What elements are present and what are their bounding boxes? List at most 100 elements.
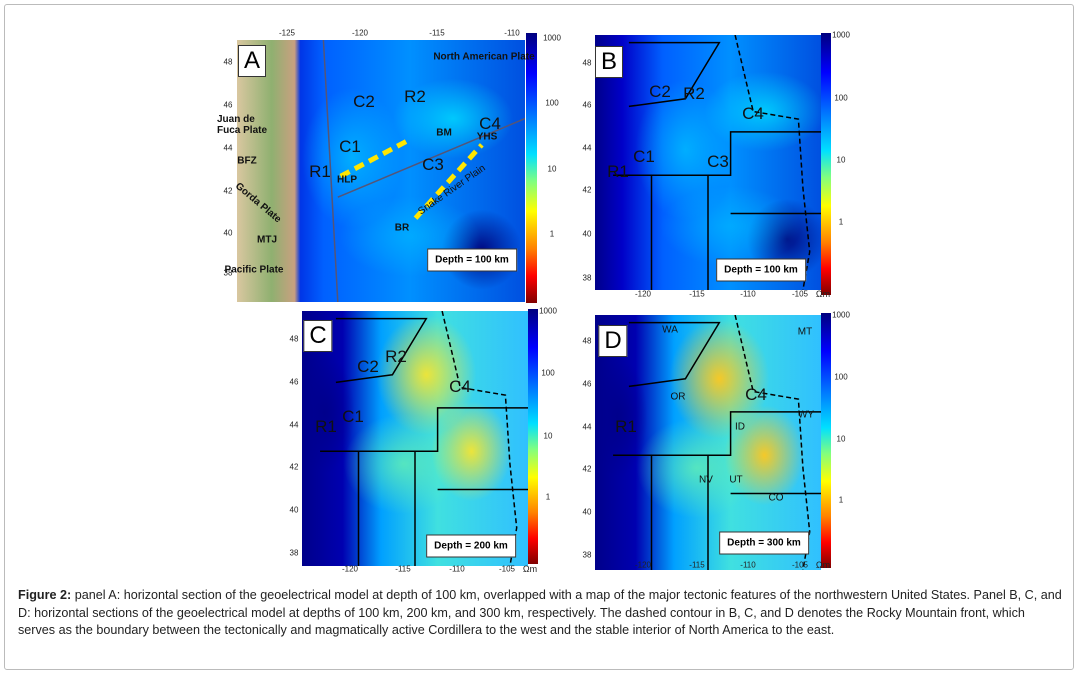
panel-letter: B [594,46,624,78]
border-line [322,40,339,302]
colorbar-tick-label: 1000 [539,306,557,316]
lon-tick-label: -110 [504,28,520,38]
feature-label: C4 [745,385,767,404]
panel-letter: C [303,320,333,352]
colorbar-tick-label: 1 [838,217,844,227]
feature-label: Juan de Fuca Plate [217,114,268,136]
feature-label: WA [662,324,678,336]
colorbar-tick-label: 10 [836,434,846,444]
feature-label: C2 [357,357,379,376]
border-line [628,321,721,388]
feature-label: Pacific Plate [224,264,284,276]
lat-tick-label: 40 [223,228,233,238]
depth-label: Depth = 100 km [716,258,806,282]
lat-tick-label: 42 [582,185,592,195]
lat-tick-label: 44 [582,143,592,153]
border-line [441,311,518,566]
panel-letter: A [237,45,267,77]
feature-label: R1 [607,162,629,181]
border-line [628,41,721,108]
lat-tick-label: 40 [582,507,592,517]
resistivity-map [595,315,821,570]
colorbar-tick-label: 100 [834,93,848,103]
feature-label: MT [797,326,813,338]
colorbar [528,309,538,564]
border-line [613,411,821,456]
feature-label: BFZ [237,155,257,167]
feature-label: BR [394,222,410,234]
lon-tick-label: -110 [740,289,756,299]
lon-tick-label: -115 [429,28,445,38]
feature-label: NV [699,474,713,486]
map-panel: 48 46 44 42 40 38 -120 -115 -110 -105 Ωm 1000 100 10 1… [280,303,565,580]
feature-label: HLP [337,174,357,186]
lon-tick-label: -125 [278,28,296,38]
feature-label: UT [729,474,743,486]
lon-tick-label: -110 [449,564,465,574]
lat-tick-label: 44 [289,420,299,430]
border-line [734,35,811,290]
colorbar-tick-label: 100 [834,372,848,382]
colorbar-tick-label: 1 [545,492,551,502]
feature-label: BM [436,127,452,139]
feature-label: C1 [342,407,364,426]
feature-label: ID [735,421,745,433]
lon-tick-label: -120 [634,289,652,299]
caption-text: panel A: horizontal section of the geoel… [18,588,1062,637]
lat-tick-label: 46 [582,100,592,110]
lat-tick-label: 46 [289,377,299,387]
lon-tick-label: -105 [498,564,516,574]
colorbar-tick-label: 10 [547,164,557,174]
caption: Figure 2: panel A: horizontal section of… [18,587,1063,640]
resistivity-map [302,311,528,566]
map-panel: 48 46 44 42 40 38 -120 -115 -110 -105 Ωm 1000 100 10 1… [573,303,858,580]
figure-frame [4,4,1074,670]
map-panel: 48 46 44 42 40 38 -120 -115 -110 -105 Ωm 1000 100 10 1… [573,25,858,302]
lat-tick-label: 48 [582,336,592,346]
lon-tick-label: -115 [689,560,705,570]
feature-label: C4 [449,377,471,396]
colorbar-tick-label: 100 [545,98,559,108]
border-line [613,131,821,176]
lat-tick-label: 48 [582,58,592,68]
unit-label: Ωm [522,564,538,574]
colorbar-tick-label: 10 [836,155,846,165]
unit-label: Ωm [815,289,831,299]
lat-tick-label: 40 [289,505,299,515]
feature-label: C2 [353,92,375,111]
profile-line [339,137,411,179]
feature-label: C3 [422,155,444,174]
feature-label: R2 [404,87,426,106]
feature-label: R2 [683,84,705,103]
lat-tick-label: 44 [223,143,233,153]
feature-label: C2 [649,82,671,101]
feature-label: C3 [707,152,729,171]
lon-tick-label: -110 [740,560,756,570]
lat-tick-label: 46 [582,379,592,389]
colorbar-tick-label: 100 [541,368,555,378]
feature-label: WY [797,409,815,421]
profile-line [413,143,484,220]
feature-label: North American Plate [433,51,535,63]
feature-label: C1 [633,147,655,166]
feature-label: C4 [742,104,764,123]
feature-label: OR [670,391,686,403]
border-line [320,407,528,452]
resistivity-map [595,35,821,290]
feature-label: C1 [339,137,361,156]
caption-lead: Figure 2: [18,588,72,602]
colorbar-tick-label: 1000 [543,33,561,43]
colorbar-tick-label: 1 [549,229,555,239]
feature-label: MTJ [257,234,277,246]
lat-tick-label: 38 [582,273,592,283]
lat-tick-label: 46 [223,100,233,110]
colorbar [821,313,831,568]
feature-label: R1 [309,162,331,181]
colorbar-tick-label: 1000 [832,310,850,320]
lon-tick-label: -115 [689,289,705,299]
colorbar-tick-label: 1 [838,495,844,505]
feature-label: YHS [476,131,498,143]
borders [322,40,525,302]
unit-label: Ωm [815,560,831,570]
lat-tick-label: 48 [289,334,299,344]
